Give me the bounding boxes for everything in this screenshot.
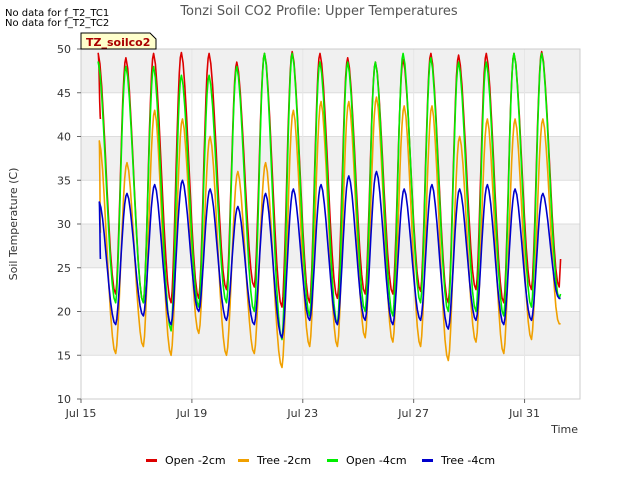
x-tick-label: Jul 31 [508,407,540,420]
plot-band [81,311,580,356]
series-line [98,96,561,369]
y-tick-label: 45 [57,87,71,100]
y-tick-label: 10 [57,393,71,406]
no-data-note: No data for f_T2_TC2 [5,18,110,29]
x-tick-label: Jul 27 [397,407,429,420]
legend-swatch [146,458,157,462]
y-tick-label: 35 [57,174,71,187]
legend-item-tree-4cm: Tree -4cm [422,454,495,467]
x-tick-label: Jul 23 [286,407,318,420]
series-line [98,170,561,339]
y-tick-label: 30 [57,218,71,231]
plot-band [81,49,580,93]
x-axis: Jul 15 Jul 19 Jul 23 Jul 27 Jul 31 [65,399,540,420]
y-tick-label: 25 [57,262,71,275]
series-layer [97,50,562,369]
y-tick-label: 50 [57,43,71,56]
x-axis-label: Time [550,423,578,436]
legend-item-open-2cm: Open -2cm [146,454,226,467]
x-tick-label: Jul 19 [176,407,208,420]
y-tick-label: 20 [57,306,71,319]
series-line [97,52,562,341]
x-tick-label: Jul 15 [65,407,97,420]
y-tick-label: 15 [57,349,71,362]
y-axis: 10 15 20 25 30 35 40 45 50 [57,43,81,406]
y-tick-label: 40 [57,131,71,144]
plot-bands [81,49,580,356]
legend-swatch [327,458,338,462]
legend-item-open-4cm: Open -4cm [327,454,407,467]
legend-item-tree-2cm: Tree -2cm [238,454,311,467]
tooltip-tag: TZ_soilco2 [80,32,157,50]
tooltip-label: TZ_soilco2 [86,36,150,49]
legend-label: Open -4cm [346,454,407,467]
plot-band [81,136,580,181]
legend-label: Tree -2cm [257,454,312,467]
legend-label: Tree -4cm [441,454,496,467]
legend-swatch [422,458,433,462]
y-axis-label: Soil Temperature (C) [7,168,20,281]
legend-swatch [238,458,249,462]
tooltip-box [80,32,157,50]
legend: Open -2cm Tree -2cm Open -4cm Tree -4cm [0,454,640,470]
chart-title: Tonzi Soil CO2 Profile: Upper Temperatur… [179,4,458,19]
legend-label: Open -2cm [165,454,226,467]
no-data-note: No data for f_T2_TC1 [5,8,110,19]
